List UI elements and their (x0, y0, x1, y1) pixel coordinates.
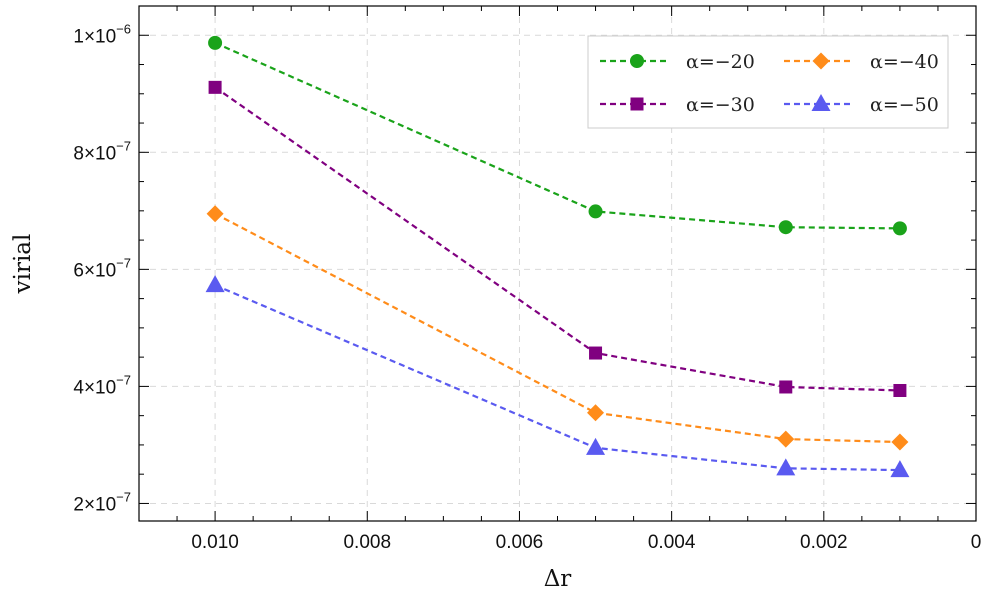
legend-marker (811, 94, 831, 111)
legend: α=−20 α=−30 α=−40 α=−50 (587, 35, 949, 129)
x-tick-label: 0.010 (191, 532, 239, 553)
data-point (779, 380, 793, 394)
data-point (589, 346, 603, 360)
data-point (778, 220, 793, 235)
y-tick-label: 4×10−7 (73, 372, 131, 398)
data-point (586, 437, 606, 455)
y-tick-label: 2×10−7 (73, 489, 131, 515)
series-4 (205, 275, 910, 478)
x-tick-labels: 0.010 0.008 0.006 0.004 0.002 0 (191, 532, 981, 553)
x-tick-label: 0.006 (496, 532, 544, 553)
series-line (214, 41, 900, 230)
legend-marker (630, 54, 644, 68)
axis-ticks (139, 6, 977, 521)
legend-label: α=−30 (686, 94, 755, 116)
data-point (776, 458, 796, 476)
data-point (206, 205, 224, 223)
legend-label: α=−50 (870, 94, 939, 116)
x-tick-label: 0.008 (343, 532, 391, 553)
series-line (214, 284, 900, 472)
data-point (893, 383, 907, 397)
data-point (777, 430, 795, 448)
data-point (892, 221, 907, 236)
legend-box (587, 35, 949, 129)
y-tick-label: 8×10−7 (73, 138, 131, 164)
data-point (891, 433, 909, 451)
data-point (588, 204, 603, 219)
series-2 (208, 80, 907, 397)
x-tick-label: 0 (971, 532, 982, 553)
legend-entry-1: α=−20 (600, 51, 755, 73)
series-layer (205, 35, 910, 478)
y-tick-label: 6×10−7 (73, 255, 131, 281)
data-point (205, 275, 225, 293)
x-tick-label: 0.002 (800, 532, 848, 553)
data-point (587, 404, 605, 422)
grid-lines (139, 6, 977, 521)
x-tick-label: 0.004 (648, 532, 696, 553)
series-1 (208, 35, 907, 236)
y-tick-label: 1×10−6 (73, 21, 131, 47)
data-point (208, 35, 223, 50)
legend-label: α=−40 (870, 51, 939, 73)
legend-label: α=−20 (686, 51, 755, 73)
series-3 (206, 205, 909, 451)
legend-entry-3: α=−40 (784, 51, 939, 73)
legend-entry-2: α=−30 (600, 94, 755, 116)
data-point (208, 80, 222, 94)
legend-entry-4: α=−50 (784, 94, 939, 116)
y-axis-title: virial (10, 234, 36, 295)
series-line (214, 86, 900, 392)
series-line (214, 212, 900, 444)
x-axis-title: Δr (544, 566, 572, 592)
legend-marker (630, 97, 644, 111)
y-tick-labels: 2×10−7 4×10−7 6×10−7 8×10−7 1×10−6 (73, 21, 131, 515)
legend-marker (812, 52, 830, 70)
data-point (890, 460, 910, 478)
